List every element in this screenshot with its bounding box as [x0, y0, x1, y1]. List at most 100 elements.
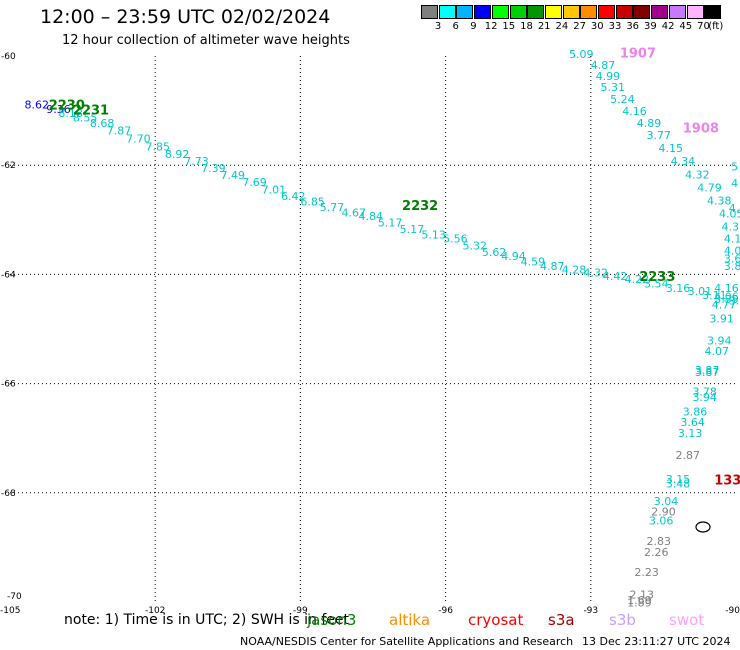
legend-label: 27 [573, 21, 586, 32]
lat-tick-label: -62 [1, 161, 16, 171]
legend-label: 70 [697, 21, 710, 32]
footer-credit: NOAA/NESDIS Center for Satellite Applica… [240, 635, 574, 648]
mission-name: s3a [548, 611, 575, 629]
legend-swatch [633, 5, 651, 19]
legend-swatch [456, 5, 474, 19]
wave-height-value: 5.09 [569, 48, 594, 61]
legend-swatch [438, 5, 456, 19]
mission-name: jason3 [307, 611, 357, 629]
wave-height-value: 4.31 [721, 221, 740, 234]
wave-height-value: 3.06 [649, 514, 674, 527]
pass-time-label: 2232 [402, 199, 438, 214]
wave-height-value: 3.9 [729, 294, 740, 307]
wave-height-value: 3.64 [680, 416, 705, 429]
wave-height-value: 2.83 [646, 535, 671, 548]
page-title: 12:00 – 23:59 UTC 02/02/2024 [40, 6, 331, 28]
lat-tick-label: -64 [1, 270, 16, 280]
wave-height-value: 3.94 [692, 391, 717, 404]
wave-height-value: 4.16 [622, 105, 647, 118]
wave-height-value: 4.87 [540, 260, 565, 273]
wave-height-value: 3.48 [666, 477, 691, 490]
wave-height-value: 3.01 [688, 285, 713, 298]
lon-tick-label: -93 [583, 606, 598, 616]
wave-height-value: 3.77 [646, 129, 671, 142]
wave-height-value: 2.90 [651, 506, 676, 519]
legend-swatch [544, 5, 562, 19]
wave-height-value: 4.59 [521, 256, 546, 269]
wave-height-value: 5.17 [400, 223, 425, 236]
wave-height-value: 6.42 [281, 190, 306, 203]
wave-height-value: 9.36 [46, 103, 71, 116]
wave-height-value: 3.11 [702, 289, 727, 302]
wave-height-value: 3.35 [714, 293, 739, 306]
legend-swatch [668, 5, 686, 19]
wave-height-value: 3.94 [707, 334, 732, 347]
pass-time-label: 1330 [714, 474, 740, 489]
wave-height-value: 4.77 [712, 298, 737, 311]
wave-height-value: 4.22 [625, 273, 650, 286]
wave-height-value: 4.38 [707, 195, 732, 208]
pass-time-label: 1907 [620, 47, 656, 62]
wave-height-value: 5.17 [378, 216, 403, 229]
wave-height-value: 3.86 [683, 405, 708, 418]
legend-label: 33 [608, 21, 622, 32]
wave-height-value: 5 [731, 161, 738, 174]
wave-height-value: 5.24 [610, 93, 635, 106]
wave-height-value: 7.39 [201, 162, 226, 175]
legend-unit: (ft) [708, 21, 724, 32]
legend-label: 15 [502, 21, 516, 32]
map-gridlines [10, 56, 736, 602]
legend-label: 6 [452, 21, 459, 32]
footer-timestamp: 13 Dec 23:11:27 UTC 2024 [582, 635, 731, 648]
legend-swatch [704, 5, 722, 19]
wave-height-value: 5.13 [421, 228, 446, 241]
wave-height-value: 5.62 [482, 246, 507, 259]
legend-label: 42 [661, 21, 675, 32]
wave-height-value: 3.66 [724, 252, 740, 265]
legend-swatch [651, 5, 669, 19]
legend-label: 12 [484, 21, 498, 32]
pass-time-label: 1908 [683, 121, 719, 136]
map-axis-labels: -105 -102 -99 -96 -93 -90 -60 -62 -64 -66 -68 -70 [0, 52, 740, 616]
wave-height-value: 3.87 [695, 364, 720, 377]
legend-label: 30 [590, 21, 604, 32]
wave-height-value: 4.67 [342, 207, 367, 220]
wave-height-value: 8.18 [58, 107, 83, 120]
legend-swatch [509, 5, 527, 19]
legend-swatch [598, 5, 615, 19]
wave-height-value: 3.54 [644, 278, 669, 291]
wave-height-value: 4.94 [501, 250, 526, 263]
mission-name: cryosat [468, 611, 524, 629]
legend-swatch [491, 5, 509, 19]
wave-height-value: 8.68 [90, 117, 115, 130]
wave-height-value: 4.99 [596, 70, 621, 83]
lon-tick-label: -105 [0, 606, 20, 616]
wave-height-value: 7.01 [262, 184, 287, 197]
wave-height-value: 1.89 [627, 596, 652, 609]
wave-height-value: 4.06 [714, 291, 739, 304]
wave-height-value: 7.70 [126, 132, 151, 145]
wave-height-value: 5.31 [600, 81, 625, 94]
legend-label: 24 [555, 21, 569, 32]
wave-height-value: 7.49 [221, 169, 246, 182]
legend-swatch [474, 5, 492, 19]
wave-height-value: 5.77 [320, 201, 345, 214]
legend-label: 3 [434, 21, 442, 32]
mission-name: s3b [609, 611, 636, 629]
lon-tick-label: -102 [145, 606, 165, 616]
wave-height-value: 4.89 [637, 117, 662, 130]
legend-swatch [421, 5, 438, 19]
wave-height-value: 3.13 [678, 427, 703, 440]
wave-height-value: 3.87 [695, 366, 720, 379]
wave-height-value: 4.15 [659, 142, 684, 155]
pass-time-label: 2230 [49, 99, 85, 114]
lat-tick-label: -70 [7, 592, 22, 602]
legend-label: 39 [644, 21, 657, 32]
pass-time-label: 2231 [73, 103, 109, 118]
wave-height-value: 7.73 [184, 155, 209, 168]
lon-tick-label: -96 [438, 606, 453, 616]
wave-height-value: 8.92 [165, 148, 190, 161]
wave-height-value: 3.78 [692, 386, 717, 399]
